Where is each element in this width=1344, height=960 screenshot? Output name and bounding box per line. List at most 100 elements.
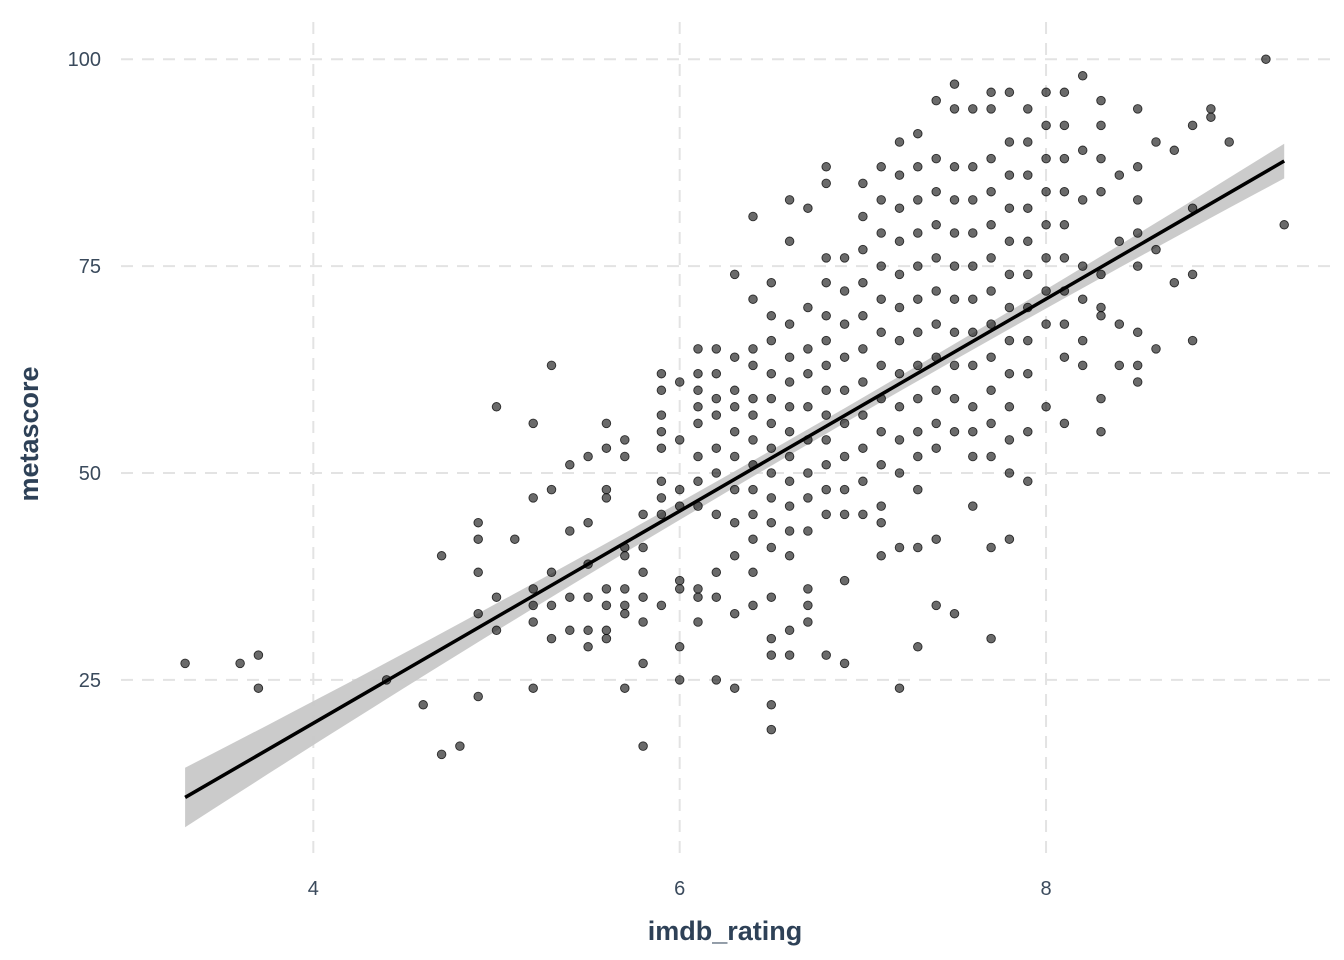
data-point (674, 435, 685, 445)
data-point (913, 162, 923, 172)
data-point (986, 451, 996, 462)
data-point (674, 584, 685, 594)
data-point (784, 526, 795, 536)
data-point (1261, 54, 1271, 64)
data-point (986, 352, 996, 362)
data-point (1151, 137, 1161, 147)
data-point (894, 542, 905, 553)
data-point (803, 203, 813, 213)
data-point (986, 104, 996, 114)
data-point (986, 220, 996, 230)
data-point (894, 269, 905, 280)
data-point (876, 327, 886, 338)
x-tick-label: 4 (308, 878, 319, 900)
data-point (253, 683, 264, 693)
data-point (784, 451, 795, 462)
data-point (601, 584, 612, 594)
data-point (1187, 269, 1198, 280)
data-point (766, 468, 777, 478)
data-point (968, 360, 978, 371)
data-point (968, 261, 978, 271)
data-point (858, 277, 868, 288)
data-point (931, 443, 941, 453)
data-point (729, 517, 740, 528)
data-point (784, 426, 795, 437)
data-point (748, 509, 758, 520)
data-point (766, 517, 777, 528)
data-point (839, 319, 850, 329)
data-point (1114, 236, 1125, 247)
data-point (1059, 220, 1070, 230)
data-point (821, 460, 831, 470)
data-point (711, 443, 722, 453)
data-point (729, 426, 740, 437)
data-point (693, 592, 703, 602)
data-point (491, 625, 502, 636)
data-point (913, 642, 923, 652)
data-point (583, 642, 593, 652)
data-point (968, 451, 978, 462)
data-point (784, 625, 795, 636)
data-point (894, 435, 905, 445)
data-point (729, 385, 740, 396)
data-point (949, 327, 960, 338)
data-point (693, 617, 703, 627)
data-point (913, 128, 923, 139)
data-point (913, 228, 923, 238)
data-point (418, 700, 428, 710)
data-point (748, 600, 758, 611)
data-point (1023, 368, 1033, 379)
data-point (803, 584, 813, 594)
data-point (546, 600, 557, 611)
data-point (1059, 319, 1070, 329)
data-point (1096, 153, 1106, 164)
data-point (821, 484, 831, 495)
data-point (491, 402, 502, 412)
data-point (803, 368, 813, 379)
data-point (1132, 104, 1143, 114)
data-point (949, 104, 960, 114)
data-point (729, 269, 740, 280)
data-point (803, 493, 813, 503)
data-point (821, 410, 831, 420)
data-point (931, 220, 941, 230)
data-point (620, 584, 630, 594)
data-point (748, 344, 758, 354)
data-point (473, 567, 483, 578)
data-point (839, 451, 850, 462)
data-point (436, 749, 447, 760)
data-point (674, 484, 685, 495)
data-point (674, 377, 685, 387)
data-point (803, 302, 813, 313)
data-point (1096, 120, 1106, 131)
y-axis-title: metascore (14, 366, 44, 501)
data-point (949, 294, 960, 304)
data-point (803, 617, 813, 627)
data-point (931, 95, 941, 106)
data-point (748, 567, 758, 578)
data-point (620, 435, 630, 445)
data-point (748, 294, 758, 304)
data-point (1077, 71, 1088, 81)
data-point (894, 468, 905, 478)
x-tick-label: 8 (1041, 878, 1052, 900)
data-point (656, 509, 667, 520)
data-point (949, 162, 960, 172)
data-point (711, 393, 722, 404)
data-point (711, 675, 722, 685)
data-point (1004, 269, 1015, 280)
data-point (784, 650, 795, 660)
data-point (1132, 195, 1143, 205)
data-point (748, 484, 758, 495)
data-point (1004, 302, 1015, 313)
data-point (729, 551, 740, 561)
data-point (1023, 170, 1033, 180)
data-point (968, 426, 978, 437)
data-point (473, 534, 483, 544)
data-point (528, 617, 538, 627)
data-point (638, 567, 648, 578)
data-point (693, 385, 703, 396)
data-point (748, 534, 758, 544)
data-point (803, 344, 813, 354)
data-point (876, 426, 886, 437)
